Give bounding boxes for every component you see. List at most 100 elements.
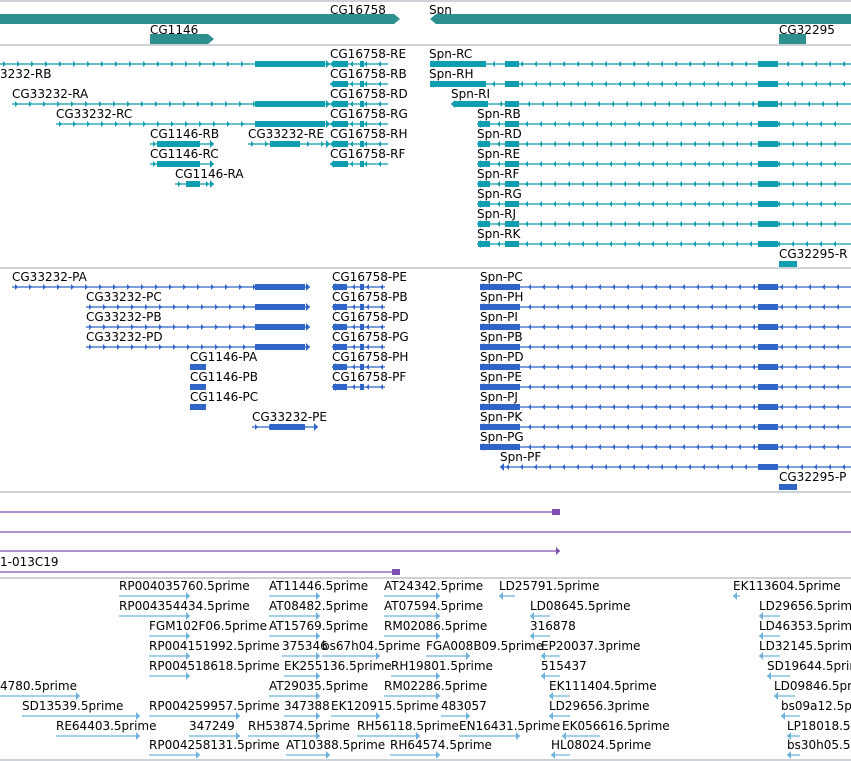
transcript-feature[interactable]: CG33232-RE: [248, 127, 330, 148]
protein-feature[interactable]: Spn-PF: [500, 450, 851, 471]
protein-feature[interactable]: Spn-PH: [480, 290, 851, 311]
transcript-feature[interactable]: Spn-RE: [477, 147, 851, 168]
protein-feature[interactable]: CG1146-PC: [190, 390, 258, 410]
est-feature[interactable]: 347249: [189, 719, 240, 740]
est-feature[interactable]: 4780.5prime: [0, 679, 80, 700]
est-feature[interactable]: AT08482.5prime: [269, 599, 368, 620]
est-feature[interactable]: 347388: [284, 699, 330, 720]
est-feature[interactable]: 375346: [282, 639, 328, 660]
est-feature[interactable]: RP004151992.5prime: [149, 639, 280, 660]
est-feature[interactable]: AT07594.5prime: [384, 599, 483, 620]
est-feature[interactable]: EP20037.3prime: [541, 639, 640, 660]
transcript-feature[interactable]: Spn-RF: [477, 167, 851, 188]
est-feature[interactable]: RP004035760.5prime: [119, 579, 250, 600]
transcript-feature[interactable]: Spn-RD: [477, 127, 851, 148]
protein-feature[interactable]: Spn-PJ: [480, 390, 851, 411]
protein-feature[interactable]: CG16758-PB: [332, 290, 408, 311]
transcript-feature[interactable]: Spn-RB: [477, 107, 851, 128]
est-feature[interactable]: LD29656.5prime: [759, 599, 851, 620]
transcript-feature[interactable]: Spn-RJ: [477, 207, 851, 228]
est-feature[interactable]: EK120915.5prime: [331, 699, 439, 720]
protein-feature[interactable]: Spn-PK: [480, 410, 851, 431]
est-feature[interactable]: LD09846.5prime: [774, 679, 851, 700]
est-feature[interactable]: RM02086.5prime: [384, 619, 487, 640]
est-feature[interactable]: bs09a12.5p: [781, 699, 851, 720]
est-feature[interactable]: EK111404.5prime: [549, 679, 657, 700]
protein-feature[interactable]: Spn-PE: [480, 370, 851, 391]
est-feature[interactable]: RP004258131.5prime: [149, 738, 280, 759]
clone-feature[interactable]: 1-013C19: [0, 555, 400, 575]
est-feature[interactable]: LD25791.5prime: [499, 579, 600, 600]
gene-feature[interactable]: CG16758: [0, 3, 400, 24]
protein-feature[interactable]: CG16758-PH: [332, 350, 408, 371]
transcript-feature[interactable]: CG16758-RB: [330, 67, 407, 88]
protein-feature[interactable]: CG33232-PA: [12, 270, 310, 291]
est-feature[interactable]: RP004354434.5prime: [119, 599, 250, 620]
est-feature[interactable]: SD19644.5prime: [767, 659, 851, 680]
gene-feature[interactable]: CG1146: [150, 23, 214, 44]
est-feature[interactable]: LD08645.5prime: [530, 599, 631, 620]
est-feature[interactable]: FGM102F06.5prime: [149, 619, 267, 640]
est-feature[interactable]: HL08024.5prime: [551, 738, 651, 759]
protein-feature[interactable]: CG32295-P: [779, 470, 846, 490]
est-feature[interactable]: LP18018.5: [787, 719, 851, 740]
protein-feature[interactable]: CG16758-PE: [332, 270, 407, 291]
transcript-feature[interactable]: CG16758-RE: [330, 47, 406, 68]
protein-feature[interactable]: CG33232-PD: [86, 330, 310, 351]
transcript-feature[interactable]: 3232-RB: [0, 60, 330, 81]
est-feature[interactable]: RP004518618.5prime: [149, 659, 280, 680]
est-feature[interactable]: AT29035.5prime: [269, 679, 368, 700]
protein-feature[interactable]: Spn-PD: [480, 350, 851, 371]
transcript-feature[interactable]: Spn-RG: [477, 187, 851, 208]
transcript-feature[interactable]: Spn-RC: [429, 47, 851, 68]
protein-feature[interactable]: CG1146-PB: [190, 370, 258, 390]
protein-feature[interactable]: CG33232-PE: [252, 410, 327, 431]
transcript-feature[interactable]: CG16758-RG: [330, 107, 408, 128]
protein-feature[interactable]: CG16758-PF: [332, 370, 406, 391]
est-feature[interactable]: EK255136.5prime: [284, 659, 392, 680]
protein-feature[interactable]: Spn-PB: [480, 330, 851, 351]
est-feature[interactable]: 483057: [441, 699, 487, 720]
gene-feature[interactable]: CG32295: [779, 23, 835, 44]
transcript-feature[interactable]: Spn-RI: [451, 87, 851, 108]
transcript-feature[interactable]: CG33232-RC: [56, 107, 330, 128]
est-feature[interactable]: AT11446.5prime: [269, 579, 368, 600]
gene-feature[interactable]: Spn: [429, 3, 851, 24]
est-feature[interactable]: EK113604.5prime: [733, 579, 841, 600]
protein-feature[interactable]: CG16758-PD: [332, 310, 409, 331]
est-feature[interactable]: AT15769.5prime: [269, 619, 368, 640]
transcript-feature[interactable]: CG32295-R: [779, 247, 848, 267]
transcript-feature[interactable]: CG1146-RA: [175, 167, 244, 188]
est-feature[interactable]: RE64403.5prime: [56, 719, 157, 740]
est-feature[interactable]: RM02286.5prime: [384, 679, 487, 700]
est-feature[interactable]: LD32145.5prime: [759, 639, 851, 660]
protein-feature[interactable]: CG16758-PG: [332, 330, 409, 351]
protein-feature[interactable]: Spn-PI: [480, 310, 851, 331]
est-feature[interactable]: RH19801.5prime: [391, 659, 493, 680]
protein-feature[interactable]: CG33232-PB: [86, 310, 310, 331]
protein-feature[interactable]: Spn-PC: [480, 270, 851, 291]
est-feature[interactable]: RH64574.5prime: [390, 738, 492, 759]
transcript-feature[interactable]: Spn-RH: [429, 67, 851, 88]
est-feature[interactable]: FGA008B09.5prime: [426, 639, 543, 660]
transcript-feature[interactable]: CG16758-RH: [330, 127, 408, 148]
est-feature[interactable]: RP004259957.5prime: [149, 699, 280, 720]
est-feature[interactable]: 316878: [530, 619, 576, 640]
transcript-feature[interactable]: CG1146-RB: [150, 127, 219, 148]
est-feature[interactable]: bs67h04.5prime: [322, 639, 420, 660]
est-feature[interactable]: LD29656.3prime: [549, 699, 650, 720]
est-feature[interactable]: bs30h05.5: [787, 738, 850, 759]
est-feature[interactable]: LD46353.5prime: [759, 619, 851, 640]
est-feature[interactable]: EN16431.5prime: [459, 719, 560, 740]
clone-feature[interactable]: [0, 547, 560, 555]
transcript-feature[interactable]: CG1146-RC: [150, 147, 219, 168]
protein-feature[interactable]: CG1146-PA: [190, 350, 258, 370]
est-feature[interactable]: EK056616.5prime: [562, 719, 670, 740]
est-feature[interactable]: 515437: [541, 659, 587, 680]
transcript-feature[interactable]: Spn-RK: [477, 227, 851, 248]
protein-feature[interactable]: CG33232-PC: [86, 290, 310, 311]
clone-feature[interactable]: [0, 509, 560, 515]
est-feature[interactable]: SD13539.5prime: [22, 699, 140, 720]
est-feature[interactable]: RH53874.5prime: [248, 719, 350, 740]
transcript-feature[interactable]: CG16758-RD: [330, 87, 408, 108]
